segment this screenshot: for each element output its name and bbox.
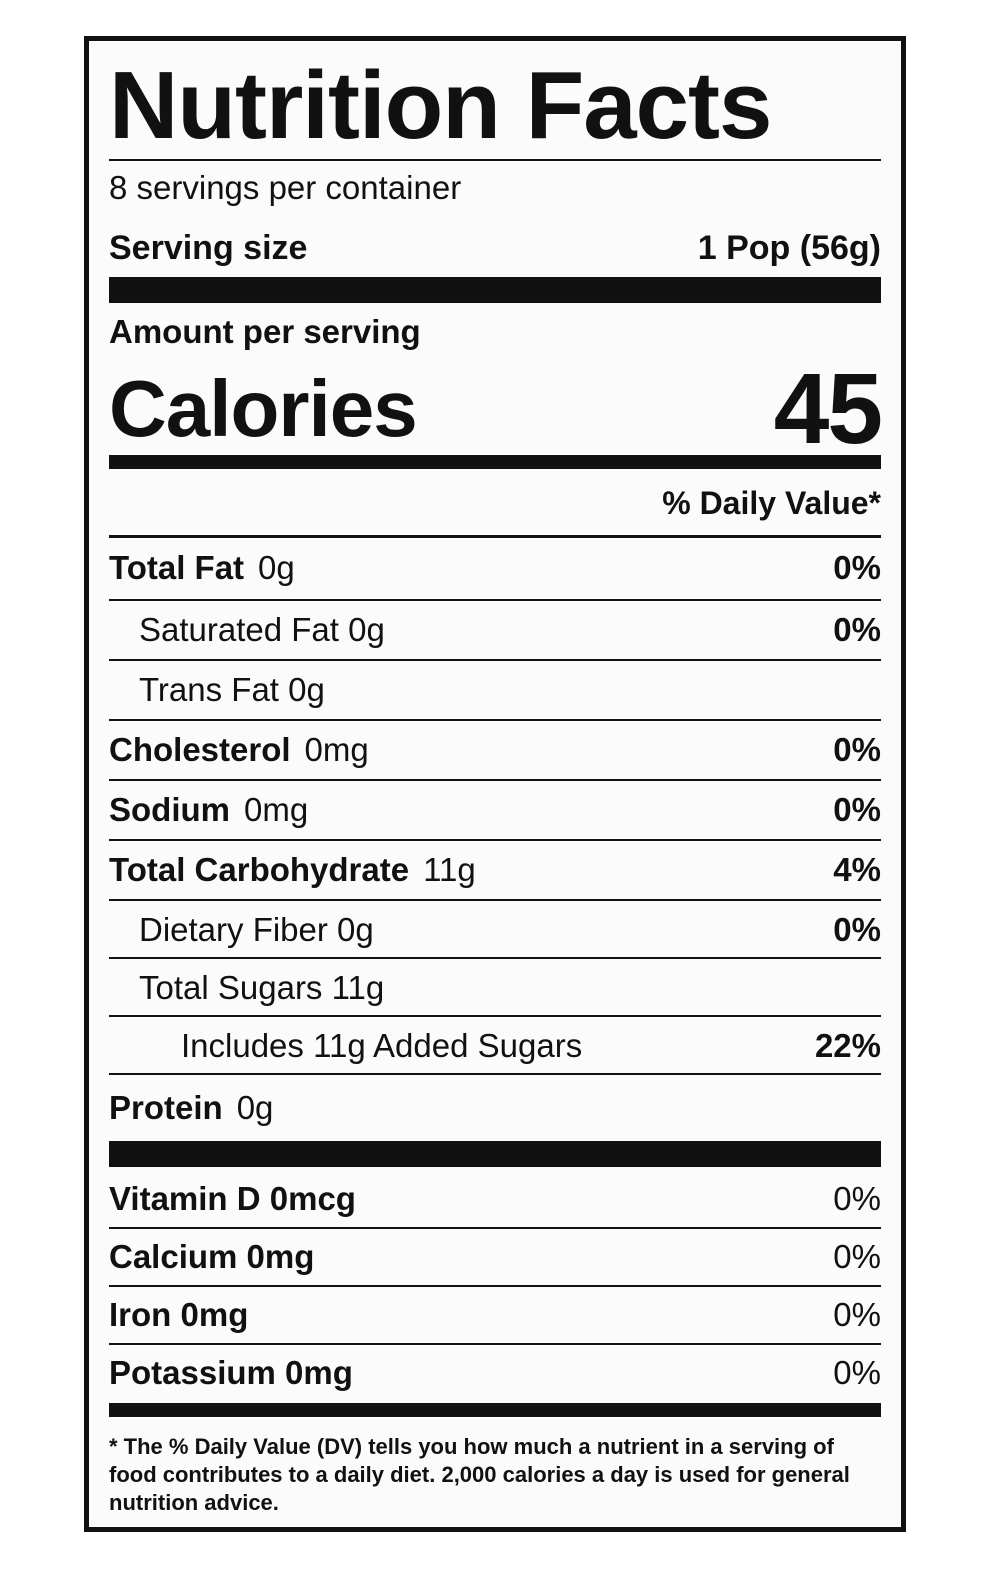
nutrient-name: Sodium xyxy=(109,791,230,828)
nutrient-name: Cholesterol xyxy=(109,731,291,768)
vitamin-name: Potassium 0mg xyxy=(109,1354,353,1391)
calories-label: Calories xyxy=(109,364,418,453)
serving-size-row: Serving size 1 Pop (56g) xyxy=(109,223,881,273)
vitamin-name: Vitamin D 0mcg xyxy=(109,1180,356,1217)
nutrient-row-cholesterol: Cholesterol 0mg 0% xyxy=(109,721,881,779)
nutrient-amount: 0g xyxy=(258,549,295,586)
label-title: Nutrition Facts xyxy=(109,52,772,159)
footnote: * The % Daily Value (DV) tells you how m… xyxy=(109,1434,850,1515)
divider xyxy=(109,1227,881,1229)
nutrient-name: Protein xyxy=(109,1089,223,1126)
medium-divider xyxy=(109,1403,881,1417)
nutrient-row-added-sugars: Includes 11g Added Sugars 22% xyxy=(109,1017,881,1075)
nutrient-row-dietary-fiber: Dietary Fiber 0g 0% xyxy=(109,901,881,959)
nutrient-name: Trans Fat 0g xyxy=(139,671,325,708)
vitamin-row-vitamin-d: Vitamin D 0mcg 0% xyxy=(109,1171,881,1227)
divider xyxy=(109,957,881,959)
divider xyxy=(109,535,881,538)
nutrient-row-total-sugars: Total Sugars 11g xyxy=(109,959,881,1017)
thick-divider xyxy=(109,277,881,303)
divider xyxy=(109,599,881,601)
nutrient-amount: 0g xyxy=(236,1089,274,1126)
vitamin-row-calcium: Calcium 0mg 0% xyxy=(109,1229,881,1285)
vitamin-daily-value: 0% xyxy=(833,1296,881,1333)
vitamin-name: Calcium 0mg xyxy=(109,1238,315,1275)
nutrient-daily-value: 0% xyxy=(833,549,881,586)
thick-divider xyxy=(109,1141,881,1167)
nutrient-amount: 11g xyxy=(423,851,476,888)
divider xyxy=(109,719,881,721)
divider xyxy=(109,1073,881,1075)
serving-size-label: Serving size xyxy=(109,228,308,267)
servings-per-container: 8 servings per container xyxy=(109,165,881,211)
nutrient-name: Saturated Fat 0g xyxy=(139,611,385,648)
nutrient-row-total-carbohydrate: Total Carbohydrate 11g 4% xyxy=(109,841,881,899)
nutrient-row-saturated-fat: Saturated Fat 0g 0% xyxy=(109,601,881,659)
nutrient-daily-value: 0% xyxy=(833,731,881,768)
divider xyxy=(109,779,881,781)
vitamin-row-potassium: Potassium 0mg 0% xyxy=(109,1345,881,1401)
serving-size-value: 1 Pop (56g) xyxy=(697,228,881,267)
nutrient-name: Dietary Fiber 0g xyxy=(139,911,374,948)
nutrient-row-protein: Protein 0g xyxy=(109,1079,881,1137)
divider xyxy=(109,659,881,661)
nutrient-row-sodium: Sodium 0mg 0% xyxy=(109,781,881,839)
vitamin-daily-value: 0% xyxy=(833,1354,881,1391)
vitamin-daily-value: 0% xyxy=(833,1238,881,1275)
divider xyxy=(109,1285,881,1287)
nutrient-row-trans-fat: Trans Fat 0g xyxy=(109,661,881,719)
calories-value: 45 xyxy=(773,352,883,465)
divider xyxy=(109,899,881,901)
nutrient-daily-value: 0% xyxy=(833,611,881,648)
nutrient-row-total-fat: Total Fat 0g 0% xyxy=(109,539,881,597)
vitamin-daily-value: 0% xyxy=(833,1180,881,1217)
amount-per-serving: Amount per serving xyxy=(109,309,881,355)
divider xyxy=(109,1015,881,1017)
nutrient-daily-value: 0% xyxy=(833,911,881,948)
nutrient-name: Includes 11g Added Sugars xyxy=(181,1027,583,1064)
medium-divider xyxy=(109,455,881,469)
nutrient-daily-value: 0% xyxy=(833,791,881,828)
vitamin-row-iron: Iron 0mg 0% xyxy=(109,1287,881,1343)
nutrient-amount: 0mg xyxy=(304,731,369,768)
nutrition-facts-label: Nutrition Facts 8 servings per container… xyxy=(84,36,906,1532)
divider xyxy=(109,159,881,161)
divider xyxy=(109,1343,881,1345)
divider xyxy=(109,839,881,841)
amount-per-serving-label: Amount per serving xyxy=(109,313,421,350)
nutrient-name: Total Fat xyxy=(109,549,245,586)
label-content: Nutrition Facts 8 servings per container… xyxy=(109,41,883,1527)
nutrient-name: Total Carbohydrate xyxy=(109,851,410,888)
nutrient-daily-value: 4% xyxy=(833,851,881,888)
calories-row: Calories 45 xyxy=(109,353,883,465)
daily-value-header: % Daily Value* xyxy=(662,485,881,521)
nutrient-daily-value: 22% xyxy=(814,1027,881,1064)
nutrient-name: Total Sugars 11g xyxy=(139,969,385,1006)
vitamin-name: Iron 0mg xyxy=(109,1296,249,1333)
nutrient-amount: 0mg xyxy=(244,791,309,828)
servings-text: 8 servings per container xyxy=(109,169,462,206)
